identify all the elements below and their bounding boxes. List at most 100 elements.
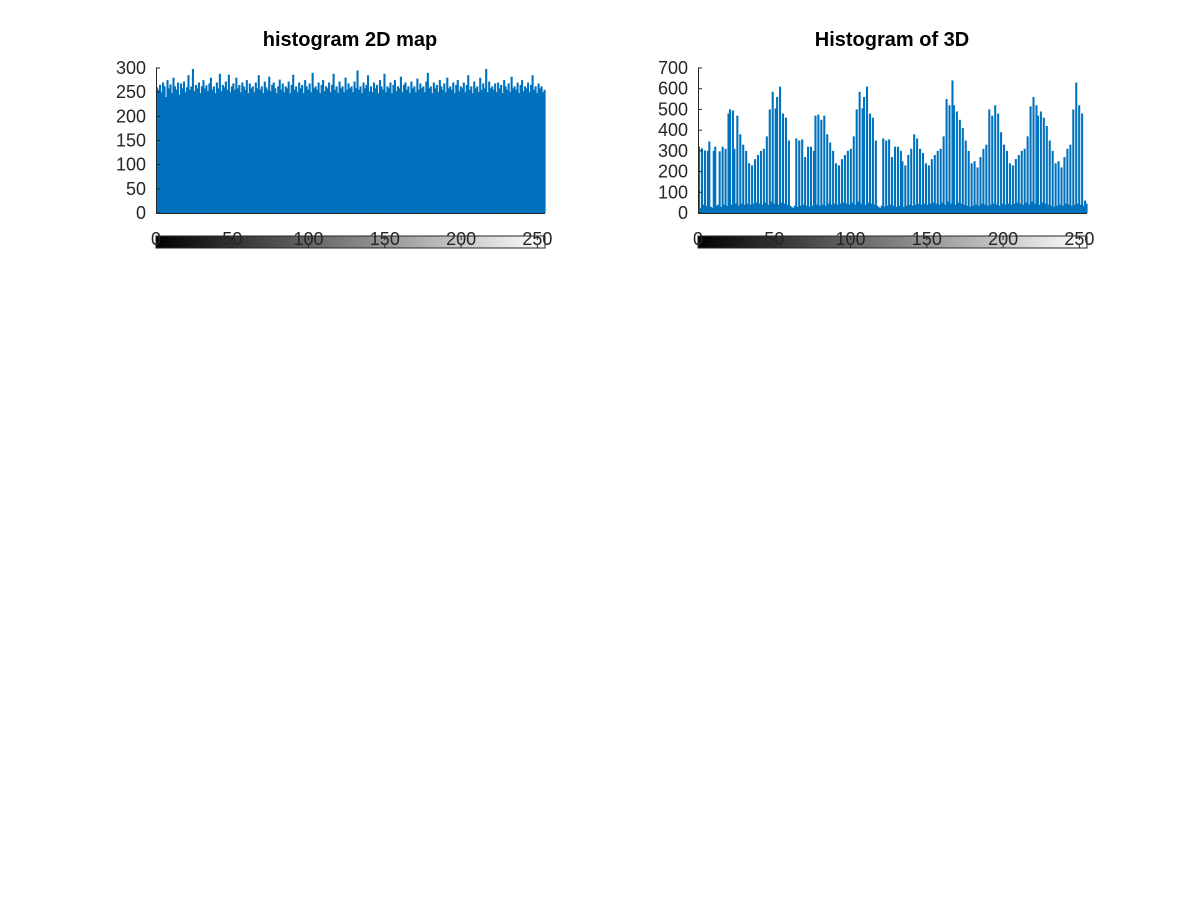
bar — [998, 205, 1001, 213]
bar — [727, 113, 730, 213]
bar — [737, 205, 740, 213]
bar — [527, 82, 530, 213]
bar — [809, 146, 813, 213]
bar — [224, 81, 227, 213]
bar — [768, 109, 771, 213]
bar — [805, 205, 808, 213]
bar — [461, 88, 464, 213]
bar — [829, 142, 832, 213]
y-tick-label: 50 — [126, 179, 146, 199]
bar — [542, 92, 545, 213]
colorbar-tick-label: 200 — [988, 229, 1018, 249]
bar — [187, 75, 190, 213]
y-tick-label: 100 — [658, 182, 688, 202]
bar — [452, 82, 455, 213]
bar — [793, 205, 796, 213]
bar — [1072, 109, 1075, 213]
bar — [833, 203, 836, 213]
bar — [266, 89, 269, 213]
bar — [851, 202, 854, 213]
bar — [824, 205, 827, 213]
bar — [381, 89, 385, 213]
bar — [226, 89, 229, 213]
bar — [883, 206, 886, 213]
bar — [1033, 203, 1037, 213]
bar — [1082, 205, 1085, 213]
bar — [431, 93, 434, 213]
bar — [730, 204, 733, 213]
bar — [882, 138, 885, 213]
bar — [1026, 136, 1029, 213]
bar — [1008, 163, 1011, 213]
bar — [821, 204, 824, 213]
bar — [280, 89, 283, 213]
bar — [290, 84, 293, 213]
bar — [799, 205, 802, 213]
bar — [941, 202, 944, 213]
bar — [1038, 204, 1041, 213]
bar — [334, 89, 337, 213]
bar — [230, 86, 233, 213]
bar — [214, 93, 217, 213]
bar — [450, 89, 453, 213]
bar — [380, 86, 383, 213]
bar — [377, 93, 380, 213]
bar — [259, 89, 262, 213]
bar — [516, 82, 519, 213]
bar — [470, 86, 473, 213]
bar — [914, 204, 917, 213]
bar — [740, 203, 743, 213]
bar — [322, 80, 325, 213]
bar — [919, 148, 922, 213]
bar — [344, 77, 347, 213]
bar — [402, 84, 405, 213]
bar — [509, 92, 512, 213]
bar — [1059, 204, 1062, 213]
bar — [867, 202, 870, 213]
bar — [748, 163, 751, 213]
bar — [892, 205, 895, 213]
bar — [951, 80, 954, 214]
bar — [1029, 106, 1032, 213]
bar — [726, 205, 729, 213]
bar — [265, 87, 268, 213]
bar — [1041, 202, 1044, 213]
bar — [832, 150, 835, 213]
bar — [817, 114, 820, 213]
bar — [938, 204, 941, 213]
bar — [277, 86, 280, 213]
bar — [446, 77, 449, 213]
bar — [325, 86, 328, 213]
bar — [485, 68, 488, 213]
bar — [169, 84, 172, 214]
bar — [363, 88, 367, 213]
bar — [736, 115, 739, 213]
bar — [1067, 204, 1070, 213]
bar — [272, 82, 275, 213]
bar — [929, 203, 932, 213]
bar — [784, 117, 788, 213]
y-tick-label: 150 — [116, 131, 146, 151]
bar — [343, 92, 346, 213]
bar — [780, 202, 783, 213]
bar — [783, 203, 786, 213]
bar — [879, 207, 882, 213]
bar — [160, 92, 163, 213]
bar — [218, 73, 221, 213]
bar — [263, 81, 266, 213]
bar — [807, 146, 810, 213]
bar — [384, 92, 388, 213]
bar — [836, 204, 839, 213]
bar — [901, 161, 904, 213]
bar — [185, 87, 189, 213]
bar — [477, 92, 480, 213]
bar — [211, 89, 214, 213]
bar — [515, 89, 518, 213]
bar — [877, 207, 880, 213]
bar — [1020, 150, 1023, 213]
bar — [286, 88, 289, 213]
bar — [917, 203, 920, 213]
bar — [702, 204, 705, 213]
bar — [1078, 105, 1081, 213]
bar — [167, 88, 171, 213]
